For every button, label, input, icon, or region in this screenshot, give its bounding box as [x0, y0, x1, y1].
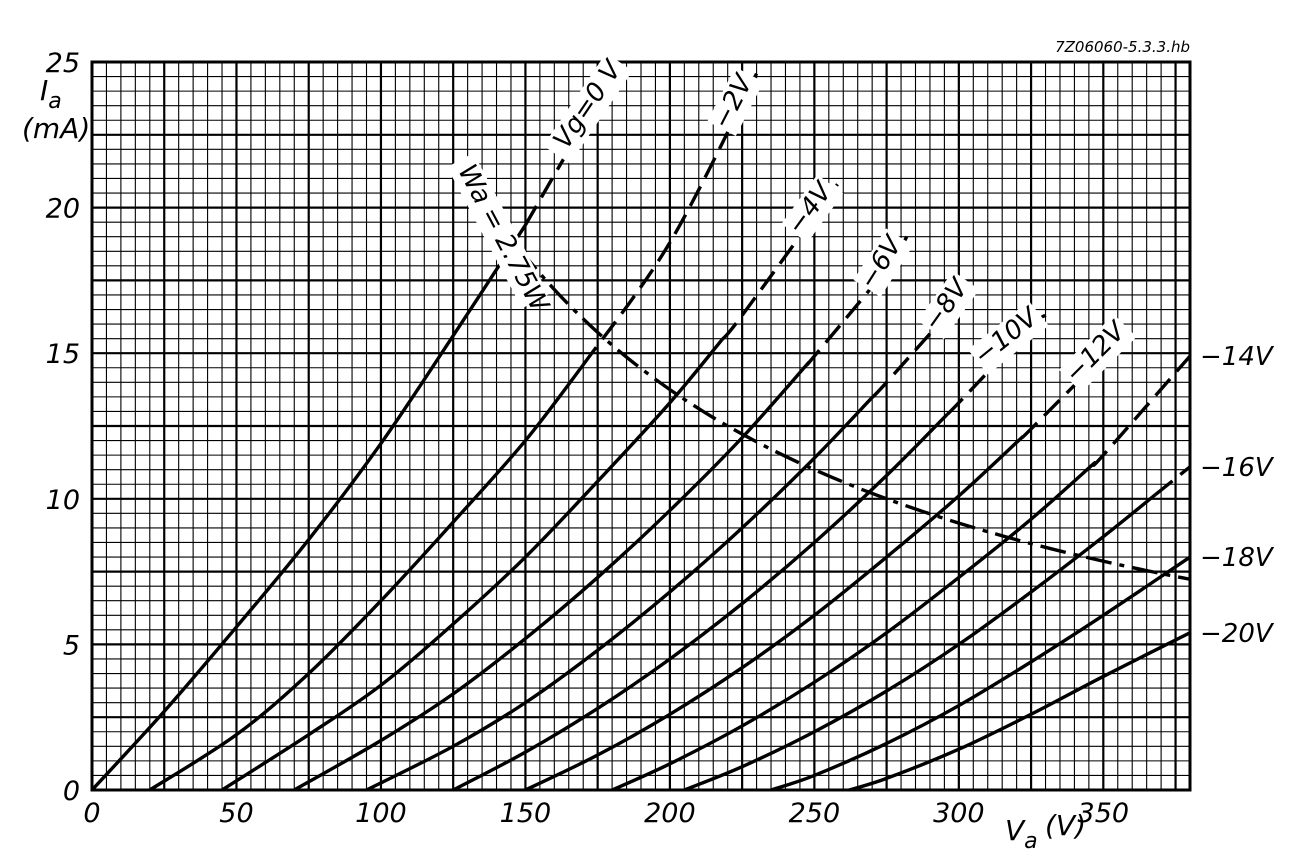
curve-solid: [770, 555, 1191, 792]
curve-solid: [611, 461, 1096, 792]
figure-code: 7Z06060-5.3.3.hb: [1055, 38, 1190, 56]
curve-label-bg: [1196, 612, 1268, 643]
svg-text:Va: Va: [1005, 814, 1038, 854]
curve-solid: [452, 413, 949, 792]
power-limit-dashed: [518, 247, 1191, 581]
curve-solid: [848, 631, 1191, 792]
curve-label-bg: [707, 67, 764, 137]
y-tick-label: 25: [46, 48, 80, 79]
curve-solid: [524, 435, 1024, 792]
curve-solid: [683, 493, 1157, 792]
x-tick-label: 0: [83, 798, 100, 829]
curve-label-group: Vg=0 V: [543, 52, 633, 164]
x-tick-label: 250: [789, 798, 841, 829]
x-tick-labels: 0 50 100 150 200 250 300 350: [83, 798, 1129, 829]
x-axis-unit: (V): [1045, 809, 1086, 842]
curve-label: −14V: [1200, 342, 1275, 372]
curve-label: Vg=0 V: [548, 54, 629, 154]
x-tick-label: 50: [219, 798, 253, 829]
y-tick-label: 15: [46, 339, 80, 370]
y-axis-symbol: I: [40, 74, 48, 107]
svg-text:Ia: Ia: [40, 74, 62, 114]
y-axis-unit: (mA): [22, 112, 90, 145]
curve-label-bg: [1058, 314, 1137, 393]
x-tick-label: 150: [500, 798, 552, 829]
power-limit-label-bg: [447, 152, 549, 309]
power-limit-label-group: Wa = 2.75W: [447, 152, 555, 318]
y-axis-title: Ia (mA): [22, 74, 90, 145]
curve-label-bg: [917, 270, 980, 340]
curve-solid: [293, 361, 810, 792]
y-tick-label: 10: [46, 485, 80, 516]
curve-label: −18V: [1200, 543, 1275, 573]
x-tick-label: 300: [933, 798, 985, 829]
y-tick-labels: 0 5 10 15 20 25: [46, 48, 80, 807]
plot-frame: [90, 60, 1192, 792]
y-tick-label: 20: [46, 194, 80, 225]
x-tick-label: 350: [1078, 798, 1130, 829]
curve-label-bg: [853, 228, 914, 298]
x-axis-symbol: V: [1005, 814, 1026, 847]
y-tick-label: 5: [63, 630, 80, 661]
curve-label-group: −10V: [967, 300, 1049, 375]
x-axis-title: Va (V): [1005, 809, 1086, 854]
curve-label-bg: [543, 52, 633, 164]
curve-labels: Vg=0 V −2V−4V−6V−8V−10V −12V −14V−16V−18V−2…: [543, 52, 1275, 649]
curve-dashed: [805, 235, 909, 367]
curve-label-bg: [1196, 336, 1268, 367]
y-axis-subscript: a: [48, 89, 61, 114]
curve-dashed: [1091, 354, 1192, 467]
curve-solid: [148, 363, 585, 792]
curve-label-bg: [1196, 537, 1268, 568]
curve-label: −20V: [1200, 619, 1275, 649]
x-axis-subscript: a: [1024, 829, 1037, 854]
x-tick-label: 100: [355, 798, 407, 829]
curve-label-bg: [967, 300, 1049, 375]
curve-solid: [221, 338, 724, 792]
x-tick-label: 200: [644, 798, 696, 829]
major-grid: [90, 60, 1190, 792]
curve-label-bg: [1196, 446, 1268, 477]
curve-label: −16V: [1200, 453, 1275, 483]
curve-solid: [90, 224, 527, 792]
y-tick-label: 0: [63, 776, 80, 807]
curve-dashed: [1154, 465, 1192, 497]
curve-label-bg: [781, 174, 844, 243]
